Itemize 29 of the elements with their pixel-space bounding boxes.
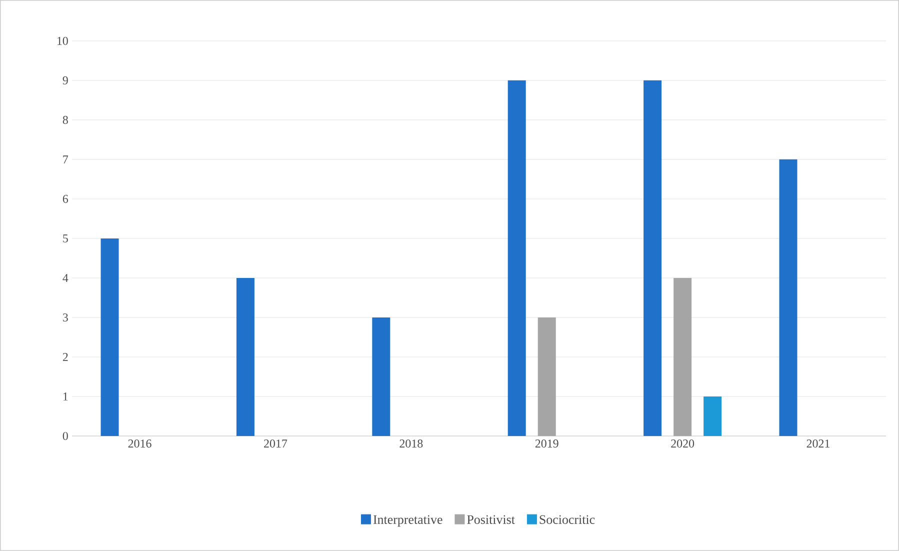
y-tick-label: 6 xyxy=(62,194,68,203)
y-tick-label: 5 xyxy=(63,234,68,242)
bar xyxy=(372,318,390,436)
legend-label: Positivist xyxy=(467,515,515,524)
bar xyxy=(508,80,526,436)
x-tick-label: 2021 xyxy=(806,440,830,448)
bar xyxy=(704,396,722,436)
y-tick-label: 0 xyxy=(62,432,68,440)
y-tick-label: 2 xyxy=(62,353,68,361)
y-tick-label: 10 xyxy=(57,36,68,45)
x-tick-label: 2018 xyxy=(400,440,423,448)
x-tick-label: 2017 xyxy=(264,440,288,448)
y-tick-label: 9 xyxy=(62,76,68,84)
y-tick-label: 1 xyxy=(63,392,68,400)
bar xyxy=(236,278,254,436)
bar xyxy=(644,80,662,436)
bar xyxy=(538,318,556,436)
y-tick-label: 7 xyxy=(63,156,68,164)
y-tick-label: 3 xyxy=(62,313,68,322)
bar xyxy=(779,159,798,436)
y-tick-label: 8 xyxy=(62,116,68,124)
legend-label: Interpretative xyxy=(373,515,442,527)
bar xyxy=(674,278,692,436)
bar xyxy=(100,238,119,436)
x-tick-label: 2020 xyxy=(671,440,694,448)
x-tick-label: 2019 xyxy=(535,440,558,448)
x-tick-label: 2016 xyxy=(128,440,152,448)
y-tick-label: 4 xyxy=(62,274,68,282)
legend-label: Sociocritic xyxy=(540,515,595,524)
